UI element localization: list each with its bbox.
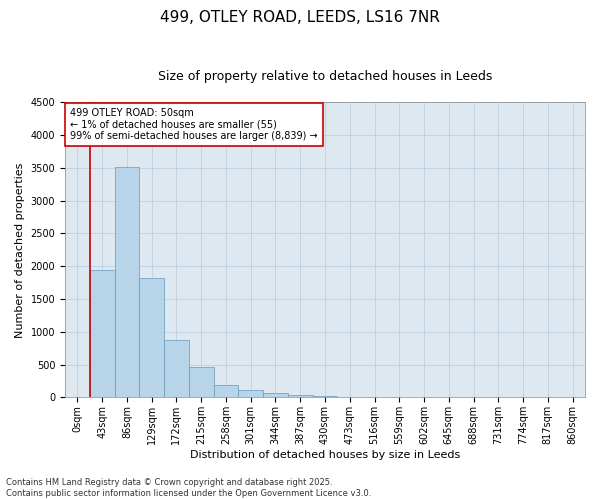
Bar	[139, 278, 164, 398]
Title: Size of property relative to detached houses in Leeds: Size of property relative to detached ho…	[158, 70, 492, 83]
X-axis label: Distribution of detached houses by size in Leeds: Distribution of detached houses by size …	[190, 450, 460, 460]
Bar	[115, 166, 139, 398]
Bar	[214, 384, 238, 398]
Text: 499, OTLEY ROAD, LEEDS, LS16 7NR: 499, OTLEY ROAD, LEEDS, LS16 7NR	[160, 10, 440, 25]
Bar	[313, 396, 337, 398]
Bar	[164, 340, 189, 398]
Bar	[263, 393, 288, 398]
Bar	[337, 397, 362, 398]
Bar	[189, 368, 214, 398]
Bar	[238, 390, 263, 398]
Bar	[90, 270, 115, 398]
Text: Contains HM Land Registry data © Crown copyright and database right 2025.
Contai: Contains HM Land Registry data © Crown c…	[6, 478, 371, 498]
Text: 499 OTLEY ROAD: 50sqm
← 1% of detached houses are smaller (55)
99% of semi-detac: 499 OTLEY ROAD: 50sqm ← 1% of detached h…	[70, 108, 318, 142]
Bar	[288, 395, 313, 398]
Y-axis label: Number of detached properties: Number of detached properties	[15, 162, 25, 338]
